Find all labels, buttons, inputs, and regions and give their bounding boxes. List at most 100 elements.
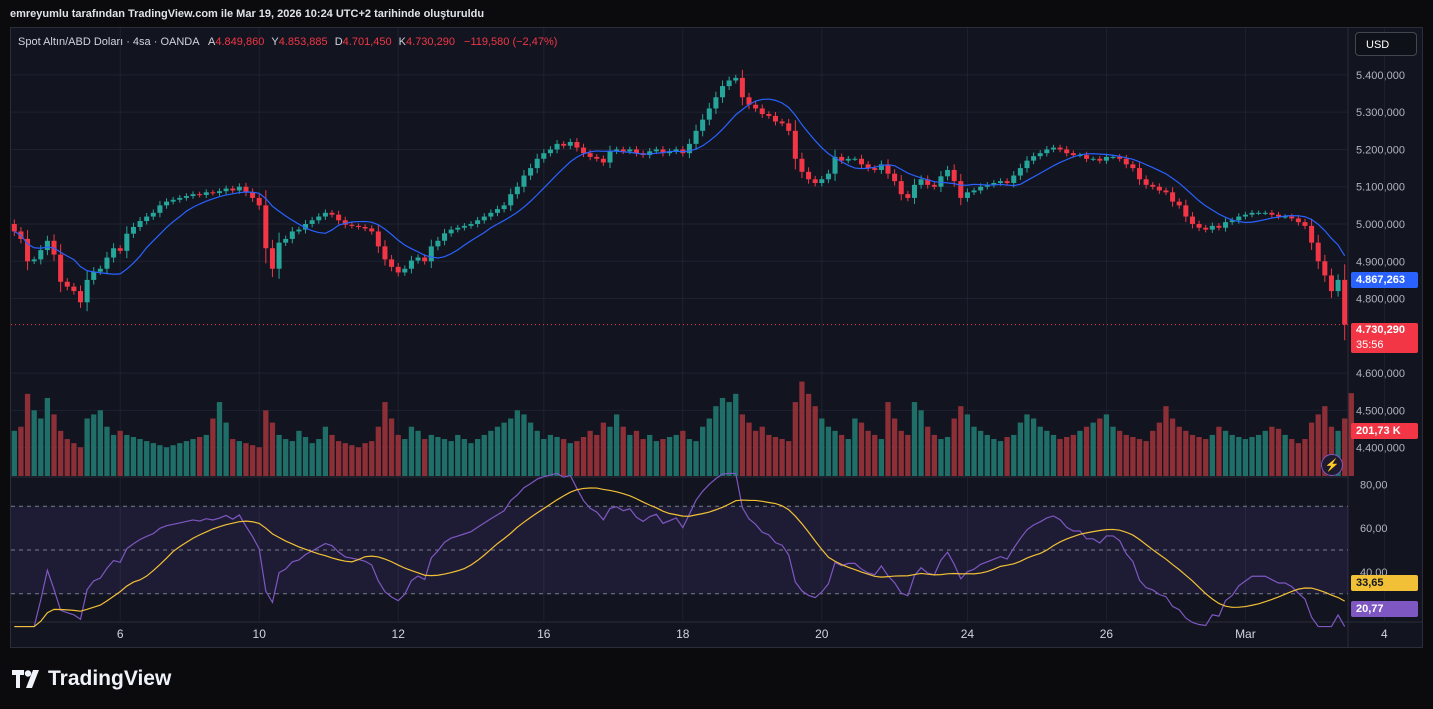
candle-body — [1150, 184, 1156, 187]
candle-body — [1130, 164, 1136, 169]
volume-bar — [832, 430, 838, 476]
volume-bar — [613, 414, 620, 476]
last-price-tag: 4.730,290 35:56 — [1351, 323, 1418, 353]
volume-bar — [97, 410, 104, 476]
candle-body — [832, 156, 838, 174]
candle-body — [329, 212, 335, 215]
volume-bar — [230, 439, 236, 476]
candle-body — [448, 229, 454, 234]
volume-bar — [1070, 434, 1076, 476]
tradingview-logo[interactable]: TradingView — [12, 667, 171, 691]
volume-bar — [104, 426, 110, 476]
candle-body — [647, 151, 653, 156]
candle-body — [905, 194, 911, 198]
candle-body — [1136, 168, 1143, 180]
volume-bar — [1209, 434, 1215, 476]
volume-bar — [640, 439, 646, 476]
candle-body — [375, 231, 381, 247]
price-tick-label: 4.800,000 — [1356, 294, 1405, 306]
volume-bar — [1090, 422, 1096, 476]
volume-bar — [408, 426, 415, 476]
volume-bar — [673, 434, 679, 476]
volume-bar — [958, 406, 964, 476]
close-label: K — [398, 36, 407, 48]
symbol-legend[interactable]: Spot Altın/ABD Doları · 4sa · OANDA A4.8… — [18, 36, 557, 48]
volume-bar — [607, 426, 613, 476]
candle-body — [885, 164, 891, 174]
volume-bar — [1037, 426, 1043, 476]
volume-bar — [633, 430, 640, 476]
candle-body — [925, 179, 931, 185]
candle-body — [1295, 218, 1301, 223]
candle-body — [296, 229, 302, 232]
candle-body — [84, 279, 90, 303]
candle-body — [620, 149, 626, 152]
candle-body — [759, 108, 765, 115]
candle-body — [130, 226, 136, 234]
volume-bar — [474, 439, 481, 476]
candle-body — [461, 225, 467, 228]
open-value: 4.849,860 — [215, 36, 265, 48]
volume-bar — [269, 422, 276, 476]
candle-body — [77, 291, 84, 303]
candle-body — [1117, 156, 1123, 159]
volume-bar — [547, 434, 554, 476]
candle-body — [918, 179, 924, 185]
currency-button[interactable]: USD — [1355, 32, 1417, 56]
volume-bar — [441, 439, 448, 476]
volume-bar — [236, 441, 242, 476]
candle-body — [1229, 220, 1235, 223]
volume-bar — [309, 443, 315, 476]
volume-bar — [501, 422, 507, 476]
volume-bar — [1169, 418, 1176, 476]
volume-bar — [1156, 422, 1163, 476]
candle-body — [1077, 155, 1083, 157]
ma-value-tag: 4.867,263 — [1351, 272, 1418, 288]
volume-bar — [1143, 441, 1149, 476]
candle-body — [686, 143, 692, 154]
volume-bar — [746, 422, 752, 476]
volume-bar — [203, 434, 209, 476]
candle-body — [38, 250, 44, 260]
volume-bar — [44, 397, 51, 476]
volume-bar — [422, 439, 428, 476]
volume-bar — [1255, 434, 1262, 476]
candle-body — [1309, 225, 1315, 243]
candle-body — [958, 181, 964, 198]
volume-bar — [1282, 434, 1288, 476]
candle-body — [931, 184, 937, 187]
volume-bar — [1123, 434, 1129, 476]
candle-body — [336, 214, 342, 221]
volume-bar — [163, 447, 170, 476]
candle-body — [726, 80, 732, 87]
last-price-value: 4.730,290 — [1356, 324, 1405, 336]
time-tick-label: 10 — [253, 627, 267, 641]
lightning-icon[interactable]: ⚡ — [1321, 454, 1343, 476]
candle-body — [494, 209, 500, 213]
price-tick-label: 5.100,000 — [1356, 182, 1405, 194]
volume-bar — [766, 434, 772, 476]
volume-bar — [1077, 430, 1083, 476]
candle-body — [150, 212, 156, 217]
volume-bar — [1335, 430, 1341, 476]
brand-name: TradingView — [48, 667, 172, 690]
candle-body — [183, 196, 189, 198]
volume-bar — [872, 434, 878, 476]
candle-body — [964, 192, 970, 198]
volume-bar — [1136, 439, 1143, 476]
candle-body — [362, 226, 368, 229]
volume-bar — [276, 434, 282, 476]
candle-body — [1328, 275, 1334, 292]
volume-bar — [243, 443, 249, 476]
candle-body — [1176, 201, 1182, 206]
volume-bar — [71, 443, 77, 476]
chart-frame[interactable] — [10, 27, 1423, 648]
rsi-line — [14, 472, 1346, 628]
volume-bar — [600, 422, 607, 476]
candle-body — [428, 246, 434, 262]
candle-body — [739, 77, 745, 98]
candle-body — [1050, 147, 1056, 150]
candle-body — [1037, 153, 1043, 157]
candle-body — [581, 147, 587, 154]
